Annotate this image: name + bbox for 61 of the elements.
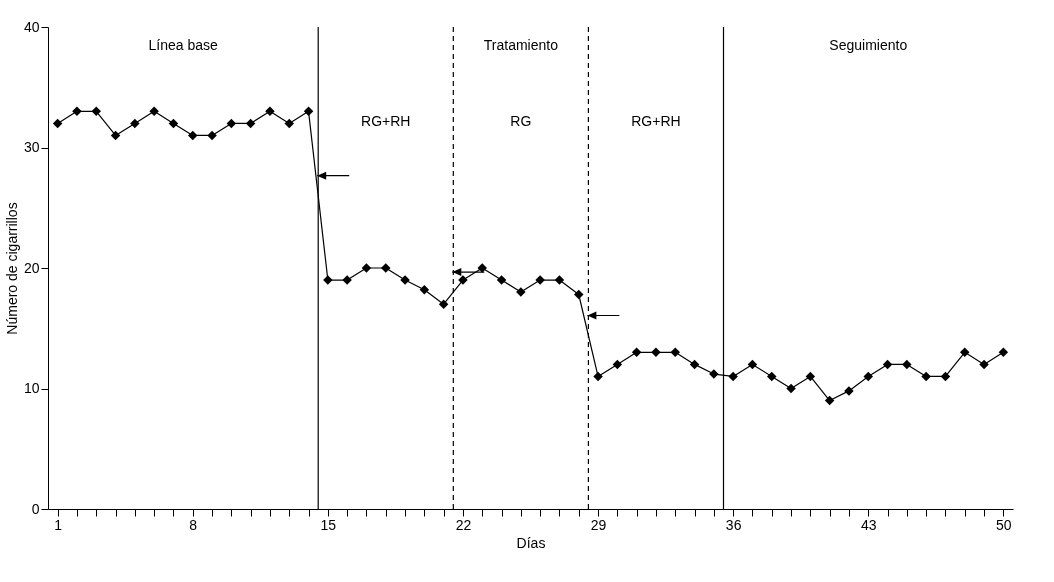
annotation: Seguimiento — [829, 37, 908, 53]
point — [747, 359, 758, 370]
point — [689, 359, 700, 370]
point — [72, 106, 82, 117]
point — [554, 275, 565, 285]
annotation: RG+RH — [631, 113, 681, 129]
point — [728, 371, 738, 382]
point — [767, 371, 777, 382]
point — [226, 118, 237, 129]
point — [805, 371, 816, 382]
point — [631, 347, 642, 358]
y-tick-label: 20 — [23, 259, 40, 276]
x-tick-label: 29 — [590, 516, 607, 533]
point — [303, 106, 314, 117]
point — [110, 130, 121, 141]
point — [130, 118, 140, 129]
y-tick-label: 40 — [23, 18, 40, 35]
x-tick-label: 22 — [455, 516, 472, 533]
point — [593, 371, 603, 382]
point — [979, 359, 989, 370]
point — [361, 263, 372, 273]
point — [265, 106, 275, 117]
annotation: Línea base — [148, 37, 218, 53]
point — [863, 371, 873, 382]
y-axis-title: Número de cigarrillos — [3, 202, 20, 335]
point — [149, 106, 159, 117]
x-tick-label: 15 — [320, 516, 337, 533]
x-tick-label: 8 — [189, 516, 198, 533]
point — [786, 383, 796, 394]
x-axis-title: Días — [516, 534, 546, 551]
point — [419, 284, 430, 295]
point — [612, 359, 623, 370]
point — [921, 371, 931, 382]
x-tick-label: 1 — [54, 516, 63, 533]
y-tick-label: 30 — [23, 139, 40, 155]
point — [940, 371, 951, 382]
x-tick-label: 36 — [725, 516, 742, 533]
point — [188, 130, 198, 141]
point — [284, 118, 294, 129]
point — [960, 347, 970, 358]
x-tick-label: 50 — [996, 516, 1012, 533]
point — [496, 275, 507, 285]
y-tick-label: 0 — [31, 500, 40, 517]
point — [670, 347, 680, 358]
annotation: RG+RH — [361, 113, 411, 129]
point — [824, 395, 835, 406]
point — [52, 118, 63, 129]
point — [998, 347, 1009, 358]
x-tick-label: 43 — [860, 516, 877, 533]
point — [168, 118, 179, 129]
point — [651, 347, 661, 358]
annotation: RG — [510, 113, 532, 129]
point — [245, 118, 256, 129]
annotation: Tratamiento — [483, 37, 559, 53]
point — [438, 299, 449, 309]
point — [574, 289, 584, 300]
point — [207, 130, 217, 141]
point — [902, 359, 912, 370]
point — [882, 359, 893, 370]
y-tick-label: 10 — [23, 380, 40, 396]
point — [91, 106, 101, 117]
